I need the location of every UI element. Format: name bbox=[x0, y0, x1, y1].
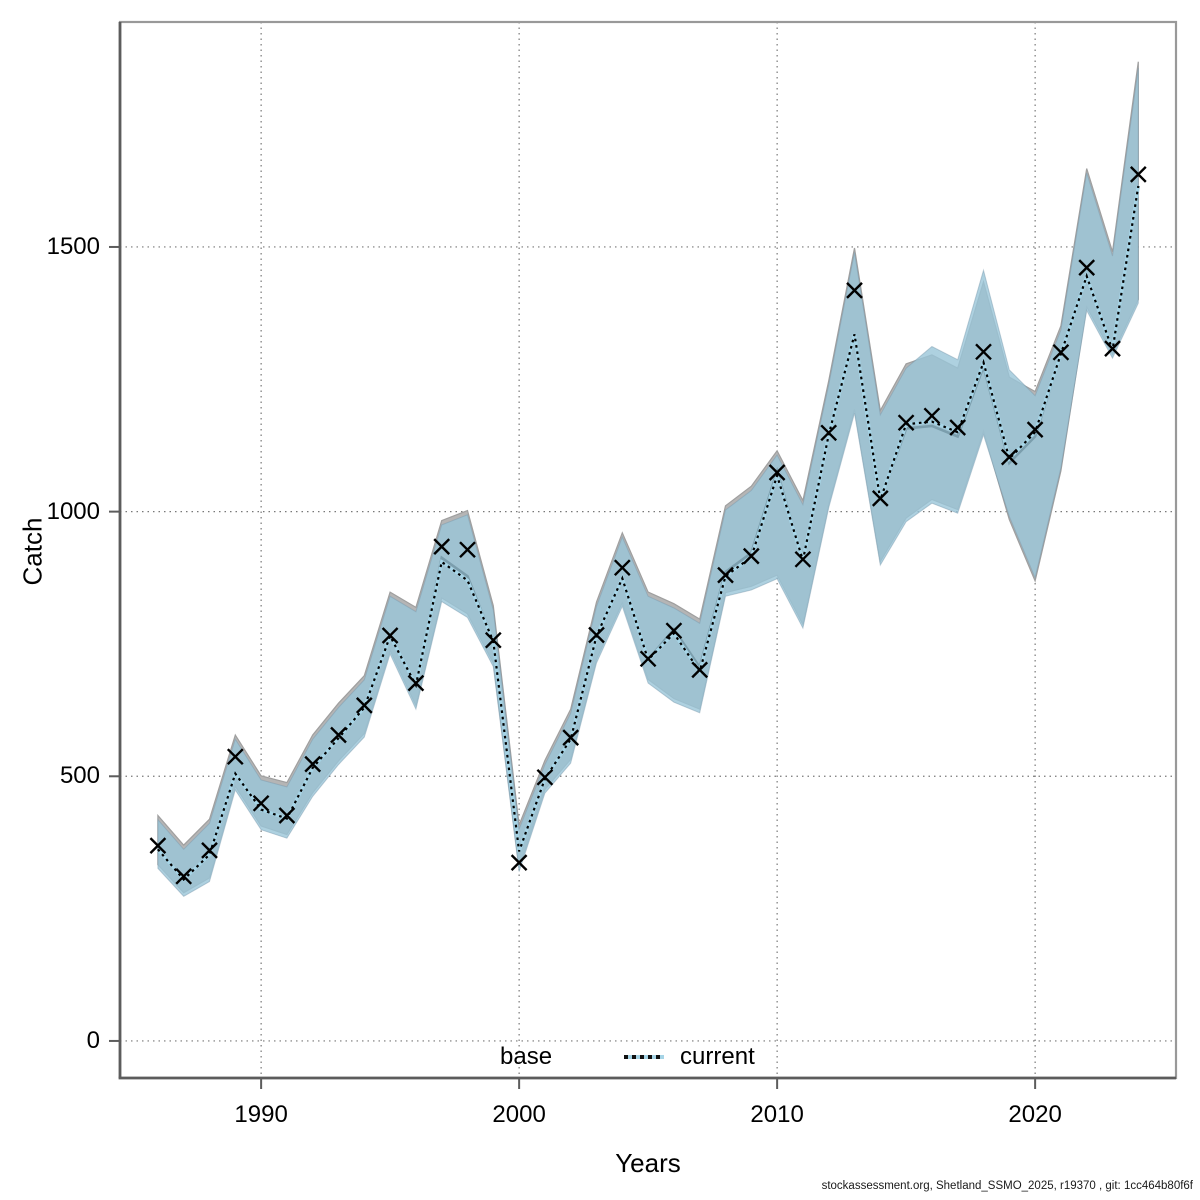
y-tick-label: 500 bbox=[59, 762, 100, 790]
y-tick-label: 1000 bbox=[46, 497, 100, 525]
observation-x-markers bbox=[149, 166, 1147, 885]
x-tick-label: 2020 bbox=[1008, 1101, 1062, 1128]
legend-label-current: current bbox=[680, 1043, 755, 1070]
x-axis-title: Years bbox=[615, 1148, 681, 1178]
y-axis-title: Catch bbox=[17, 517, 48, 586]
plot-border bbox=[118, 20, 1178, 1080]
y-tick-label: 0 bbox=[86, 1026, 100, 1054]
x-tick-label: 1990 bbox=[234, 1101, 288, 1128]
x-tick-label: 2010 bbox=[750, 1101, 804, 1128]
current-line bbox=[157, 185, 1140, 882]
base-line-swatch-icon bbox=[444, 1055, 484, 1059]
stockassessment-footer-text: stockassessment.org, Shetland_SSMO_2025,… bbox=[821, 1180, 1193, 1192]
legend-label-base: base bbox=[500, 1043, 553, 1070]
current-line-swatch-icon bbox=[624, 1055, 665, 1059]
x-tick-label: 2000 bbox=[492, 1101, 546, 1128]
gridlines bbox=[120, 22, 1176, 1078]
plot-legend: base current bbox=[444, 1042, 755, 1072]
y-tick-label: 1500 bbox=[46, 232, 100, 260]
axis-ticks bbox=[109, 245, 1037, 1089]
current-confidence-band bbox=[157, 68, 1139, 898]
